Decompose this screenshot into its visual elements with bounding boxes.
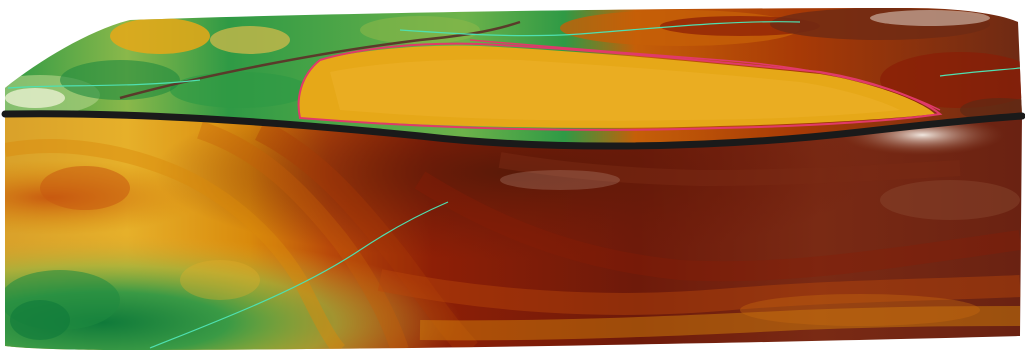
watercourse-top-3[interactable] xyxy=(939,67,1021,77)
watercourse-front[interactable] xyxy=(149,201,449,349)
watercourse-top-1[interactable] xyxy=(7,79,201,89)
front-face-contours xyxy=(5,113,1022,350)
terrain-top-surface xyxy=(5,8,1022,147)
top-surface-bands xyxy=(5,8,1022,122)
main-road[interactable] xyxy=(1,110,1025,150)
terrain-front-face xyxy=(5,113,1022,350)
site-boundary[interactable] xyxy=(297,42,943,131)
watercourse-top-2[interactable] xyxy=(399,21,801,37)
